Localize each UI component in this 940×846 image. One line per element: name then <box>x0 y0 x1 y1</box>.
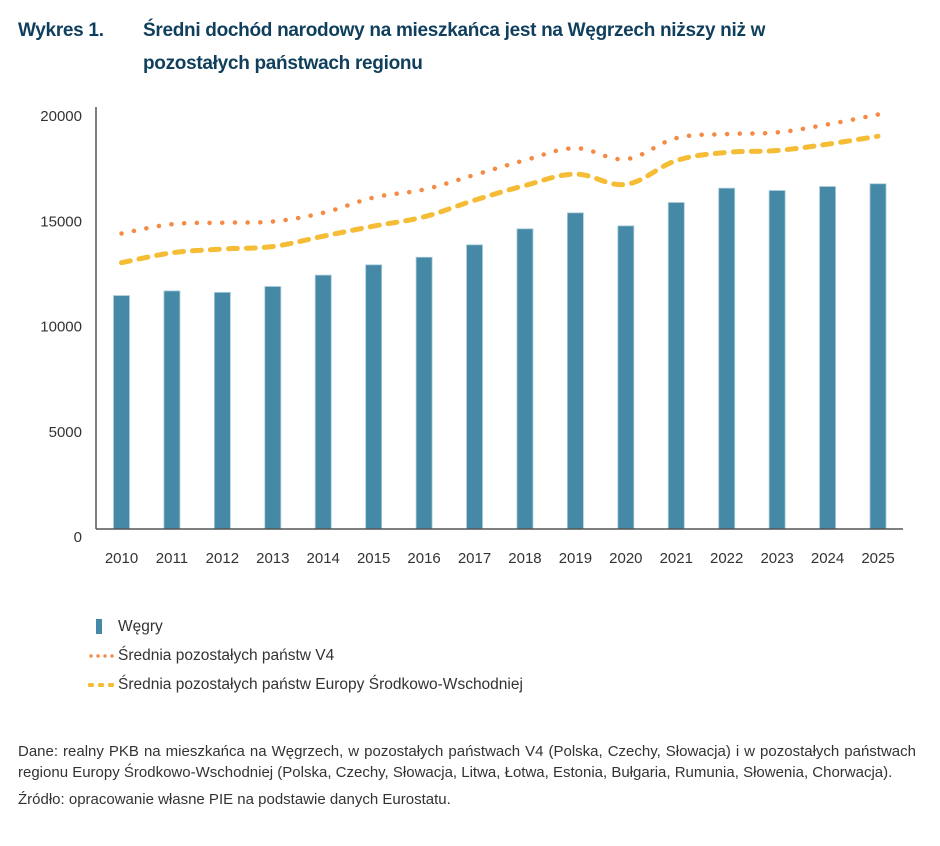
y-axis-tick-labels: 0 5000 10000 15000 20000 <box>40 108 82 546</box>
x-tick-label: 2017 <box>458 550 491 567</box>
legend-item-wegry: Węgry <box>88 612 523 641</box>
x-tick-label: 2015 <box>357 550 390 567</box>
x-tick-label: 2022 <box>710 550 743 567</box>
line-series-cee <box>119 133 881 266</box>
bar-2016 <box>415 256 433 530</box>
bar-2012 <box>213 291 231 530</box>
bar-2021 <box>667 202 685 530</box>
y-tick-label: 5000 <box>49 424 82 441</box>
data-note: Dane: realny PKB na mieszkańca na Węgrze… <box>18 743 916 781</box>
bar-2018 <box>516 228 534 530</box>
line-series-v4 <box>119 112 881 236</box>
legend-label-cee: Średnia pozostałych państw Europy Środko… <box>118 675 523 693</box>
x-tick-label: 2018 <box>508 550 541 567</box>
x-tick-label: 2010 <box>105 550 138 567</box>
x-axis-tick-labels: 2010 2011 2012 2013 2014 2015 2016 2017 2018 2019… <box>105 550 895 567</box>
y-tick-label: 20000 <box>40 108 82 125</box>
bar-2017 <box>466 244 483 530</box>
bar-2013 <box>264 286 282 530</box>
x-tick-label: 2025 <box>861 550 894 567</box>
legend-item-cee: Średnia pozostałych państw Europy Środko… <box>88 670 523 699</box>
bar-2014 <box>314 274 332 530</box>
bar-2019 <box>567 212 584 530</box>
figure-footer: Dane: realny PKB na mieszkańca na Węgrze… <box>18 741 916 810</box>
bar-2011 <box>163 290 181 530</box>
bar-2024 <box>819 186 836 530</box>
chart-title: Średni dochód narodowy na mieszkańca jes… <box>143 20 766 74</box>
x-tick-label: 2013 <box>256 550 289 567</box>
bar-2025 <box>869 183 887 530</box>
bar-2015 <box>365 264 383 530</box>
source-note: Źródło: opracowanie własne PIE na podsta… <box>18 791 451 808</box>
figure-number: Wykres 1. <box>18 20 104 41</box>
x-tick-label: 2023 <box>760 550 793 567</box>
x-tick-label: 2021 <box>660 550 693 567</box>
legend-dashed-line-icon <box>88 682 114 687</box>
legend-label-v4: Średnia pozostałych państw V4 <box>118 646 335 664</box>
y-tick-label: 0 <box>74 529 82 546</box>
bar-2023 <box>768 190 786 530</box>
bar-2022 <box>718 187 736 530</box>
y-tick-label: 15000 <box>40 213 82 230</box>
x-tick-label: 2011 <box>156 550 188 567</box>
bars-series-wegry <box>113 183 887 530</box>
x-tick-label: 2019 <box>559 550 592 567</box>
bar-2020 <box>617 225 635 530</box>
bar-2010 <box>113 295 130 530</box>
legend-bar-swatch-icon <box>96 619 102 634</box>
x-tick-label: 2014 <box>307 550 340 567</box>
x-tick-label: 2016 <box>407 550 440 567</box>
chart-legend: Węgry Średnia pozostałych państw V4 Śred… <box>88 612 523 699</box>
legend-label-wegry: Węgry <box>118 617 163 635</box>
x-tick-label: 2024 <box>811 550 844 567</box>
y-tick-label: 10000 <box>40 319 82 336</box>
x-tick-label: 2012 <box>206 550 239 567</box>
x-tick-label: 2020 <box>609 550 642 567</box>
legend-dotted-line-icon <box>89 653 114 658</box>
legend-item-v4: Średnia pozostałych państw V4 <box>88 641 523 670</box>
